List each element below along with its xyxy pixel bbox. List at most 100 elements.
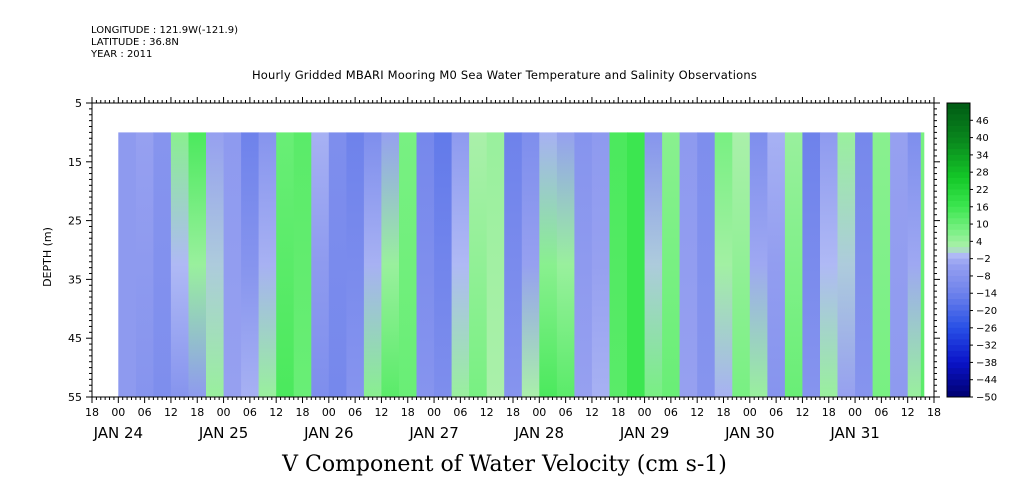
- colorbar-swatch: [947, 281, 970, 288]
- heatmap-column: [170, 132, 189, 397]
- x-tick-label: 00: [111, 406, 125, 419]
- x-day-label: JAN 31: [829, 424, 880, 442]
- colorbar-swatch: [947, 287, 970, 294]
- longitude-label: LONGITUDE : 121.9W(-121.9): [91, 25, 238, 36]
- x-day-label: JAN 24: [93, 424, 144, 442]
- x-axis: 18 00 06 12 18 00 06 12 18 00 06 12 18 00 06 12 18 00 06 12…: [85, 97, 941, 442]
- colorbar-swatch: [947, 270, 970, 277]
- colorbar-label: 46: [976, 116, 989, 127]
- colorbar-swatch: [947, 177, 970, 185]
- x-tick-label: 18: [927, 406, 941, 419]
- colorbar-swatch: [947, 195, 970, 202]
- heatmap-column: [241, 132, 260, 397]
- colorbar-swatch: [947, 373, 970, 381]
- colorbar-swatch: [947, 264, 970, 271]
- y-tick-label: 15: [68, 156, 82, 169]
- colorbar-swatch: [947, 258, 970, 265]
- colorbar-swatch: [947, 345, 970, 352]
- colorbar-label: −32: [976, 341, 997, 352]
- colorbar-swatch: [947, 131, 970, 138]
- colorbar-label: 28: [976, 168, 989, 179]
- heatmap-column: [732, 132, 751, 397]
- y-tick-label: 25: [68, 215, 82, 228]
- colorbar-swatch: [947, 333, 970, 340]
- heatmap-column: [469, 132, 488, 397]
- heatmap-column: [855, 132, 874, 397]
- colorbar-swatch: [947, 391, 970, 398]
- colorbar-swatch: [947, 172, 970, 179]
- heatmap-column: [627, 132, 645, 397]
- x-tick-label: 12: [795, 406, 809, 419]
- heatmap-column: [346, 132, 365, 397]
- y-tick-label: 55: [68, 391, 82, 404]
- x-tick-label: 06: [559, 406, 573, 419]
- x-tick-label: 06: [664, 406, 678, 419]
- colorbar-swatch: [947, 350, 970, 358]
- colorbar-swatch: [947, 224, 970, 231]
- colorbar-label: −8: [976, 271, 991, 282]
- colorbar-swatch: [947, 114, 970, 121]
- colorbar-swatch: [947, 275, 970, 283]
- x-tick-label: 12: [690, 406, 704, 419]
- colorbar-swatch: [947, 304, 970, 311]
- heatmap-column: [223, 132, 242, 397]
- colorbar-swatch: [947, 189, 970, 196]
- colorbar-label: −14: [976, 289, 997, 300]
- heatmap-column: [920, 132, 925, 397]
- y-tick-label: 5: [75, 97, 82, 110]
- x-tick-label: 06: [138, 406, 152, 419]
- heatmap-column: [258, 132, 277, 397]
- heatmap-column: [328, 132, 347, 397]
- heatmap-column: [767, 132, 786, 397]
- heatmap-column: [363, 132, 382, 397]
- x-tick-label: 00: [848, 406, 862, 419]
- heatmap-column: [784, 132, 803, 397]
- x-tick-label: 12: [480, 406, 494, 419]
- heatmap-column: [609, 132, 628, 397]
- x-tick-label: 12: [901, 406, 915, 419]
- colorbar-swatch: [947, 379, 970, 386]
- latitude-label: LATITUDE : 36.8N: [91, 37, 179, 48]
- x-day-label: JAN 29: [619, 424, 670, 442]
- colorbar-swatch: [947, 126, 970, 133]
- x-day-label: JAN 30: [724, 424, 775, 442]
- colorbar-swatch: [947, 206, 970, 213]
- colorbar-swatch: [947, 293, 970, 300]
- heatmap-column: [697, 132, 716, 397]
- colorbar-label: 10: [976, 220, 989, 231]
- heatmap-column: [820, 132, 838, 397]
- x-tick-label: 18: [717, 406, 731, 419]
- heatmap-column: [556, 132, 575, 397]
- y-tick-label: 45: [68, 332, 82, 345]
- x-tick-label: 18: [611, 406, 625, 419]
- heatmap-column: [591, 132, 610, 397]
- colorbar-swatch: [947, 385, 970, 392]
- heatmap-column: [118, 132, 137, 397]
- x-tick-label: 18: [296, 406, 310, 419]
- colorbar-swatch: [947, 160, 970, 167]
- heatmap-column: [521, 132, 540, 397]
- x-tick-label: 12: [269, 406, 283, 419]
- colorbar-label: 40: [976, 133, 989, 144]
- heatmap-column: [381, 132, 400, 397]
- heatmap-column: [872, 132, 891, 397]
- x-day-label: JAN 27: [408, 424, 459, 442]
- heatmap-column: [749, 132, 768, 397]
- colorbar-label: 4: [976, 237, 982, 248]
- year-label: YEAR : 2011: [91, 49, 153, 60]
- colorbar-label: −26: [976, 323, 997, 334]
- x-tick-label: 00: [322, 406, 336, 419]
- colorbar-swatch: [947, 149, 970, 156]
- heatmap-column: [802, 132, 821, 397]
- colorbar-label: −20: [976, 306, 997, 317]
- x-tick-label: 00: [217, 406, 231, 419]
- colorbar-swatch: [947, 247, 970, 254]
- heatmap-column: [416, 132, 435, 397]
- heatmap-column: [662, 132, 681, 397]
- heatmap-column: [206, 132, 224, 397]
- colorbar-label: −44: [976, 375, 997, 386]
- x-tick-label: 00: [638, 406, 652, 419]
- colorbar-label: 34: [976, 150, 989, 161]
- colorbar-swatch: [947, 339, 970, 346]
